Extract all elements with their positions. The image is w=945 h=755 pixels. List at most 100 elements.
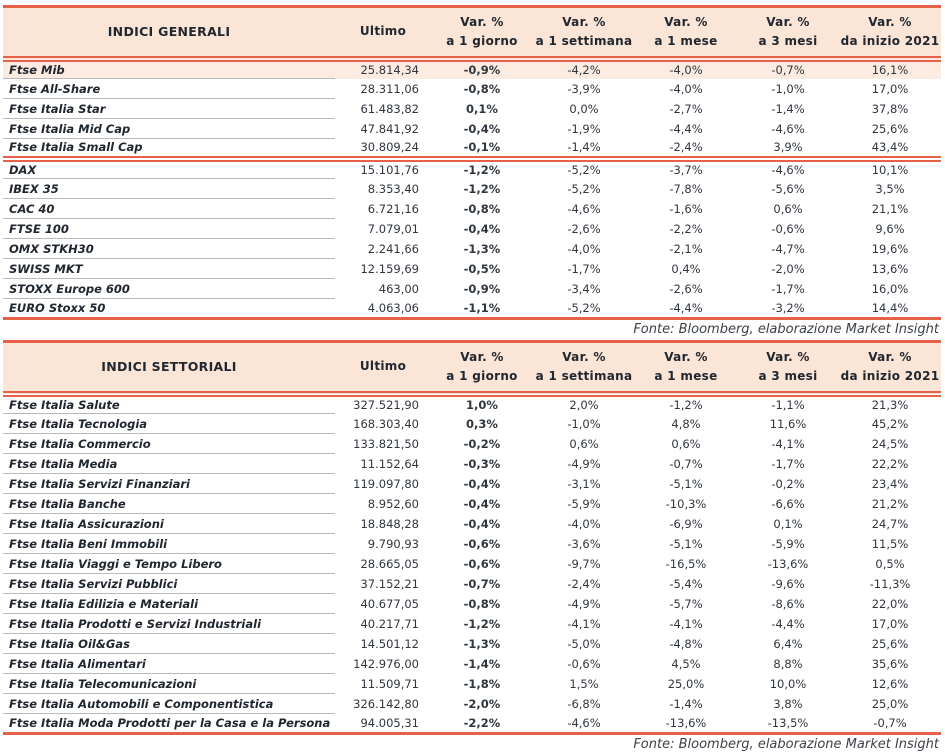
table-row: Ftse Italia Small Cap 30.809,24 -0,1% -1,4%… xyxy=(3,138,941,159)
var-percent: -1,4% xyxy=(463,656,501,671)
var-percent: -0,4% xyxy=(463,221,501,236)
var-percent: -10,3% xyxy=(665,496,707,511)
var-percent: -6,8% xyxy=(567,696,601,711)
table-row: IBEX 35 8.353,40 -1,2% -5,2% -7,8% -5,6% 3,5% xyxy=(3,178,941,199)
table-row: Ftse Italia Commercio 133.821,50 -0,2% 0,6%… xyxy=(3,433,941,454)
general-indices-section: INDICI GENERALI Ultimo Var. % a 1 giorno… xyxy=(3,5,941,340)
var-percent: 21,2% xyxy=(871,496,909,511)
var-percent: -6,6% xyxy=(771,496,805,511)
var-percent: 17,0% xyxy=(871,616,909,631)
var-percent: 9,6% xyxy=(875,221,905,236)
var-percent: -1,8% xyxy=(463,676,501,691)
table-row: Ftse Italia Telecomunicazioni 11.509,71 -1… xyxy=(3,673,941,694)
index-name: Ftse Italia Small Cap xyxy=(3,138,335,159)
table-row: Ftse Italia Mid Cap 47.841,92 -0,4% -1,9% -4… xyxy=(3,118,941,139)
table-row: Ftse Italia Viaggi e Tempo Libero 28.665,… xyxy=(3,553,941,574)
table-row: Ftse Italia Oil&Gas 14.501,12 -1,3% -5,0% -4… xyxy=(3,633,941,654)
var-percent: -2,6% xyxy=(669,281,703,296)
table-row: Ftse Italia Media 11.152,64 -0,3% -4,9% -0,7… xyxy=(3,453,941,474)
var-percent: -1,0% xyxy=(771,81,805,96)
index-name: Ftse Italia Viaggi e Tempo Libero xyxy=(3,553,335,574)
index-name: Ftse Italia Banche xyxy=(3,493,335,514)
var-percent: 0,5% xyxy=(875,556,905,571)
last-value: 61.483,82 xyxy=(360,101,419,116)
last-value: 2.241,66 xyxy=(367,241,419,256)
var-percent: -0,1% xyxy=(463,140,501,154)
column-header-ultimo: Ultimo xyxy=(335,6,431,62)
var-percent: -0,6% xyxy=(771,221,805,236)
last-value: 327.521,90 xyxy=(353,398,419,412)
var-percent: 10,1% xyxy=(839,155,941,179)
var-percent: 12,6% xyxy=(871,676,909,691)
var-percent: 19,6% xyxy=(871,241,909,256)
var-percent: 4,5% xyxy=(671,656,701,671)
var-percent: 0,0% xyxy=(569,101,599,116)
last-value: 30.809,24 xyxy=(360,140,419,154)
table-row: SWISS MKT 12.159,69 -0,5% -1,7% 0,4% -2,0% 13,… xyxy=(3,258,941,279)
var-percent: 1,0% xyxy=(466,398,498,412)
table-row: CAC 40 6.721,16 -0,8% -4,6% -1,6% 0,6% 21,1% xyxy=(3,198,941,219)
table-row: Ftse Italia Salute 327.521,90 1,0% 2,0% -1,2… xyxy=(3,393,941,414)
var-percent: -4,9% xyxy=(567,596,601,611)
index-name: Ftse Italia Edilizia e Materiali xyxy=(3,593,335,614)
var-percent: -5,7% xyxy=(669,596,703,611)
last-value: 28.665,05 xyxy=(360,556,419,571)
var-percent: 0,6% xyxy=(671,436,701,451)
last-value: 119.097,80 xyxy=(353,476,419,491)
var-percent: -2,7% xyxy=(669,101,703,116)
var-percent: 23,4% xyxy=(871,476,909,491)
source-note: Fonte: Bloomberg, elaborazione Market In… xyxy=(633,737,939,752)
var-percent: -4,1% xyxy=(771,436,805,451)
var-percent: 25,6% xyxy=(871,636,909,651)
sector-indices-section: INDICI SETTORIALI Ultimo Var. % a 1 gior… xyxy=(3,340,941,755)
index-name: DAX xyxy=(3,155,335,179)
var-percent: -2,1% xyxy=(669,241,703,256)
last-value: 37.152,21 xyxy=(360,576,419,591)
last-value: 28.311,06 xyxy=(360,81,419,96)
var-percent: 16,0% xyxy=(871,281,909,296)
var-percent: 16,1% xyxy=(839,58,941,79)
table-header: INDICI GENERALI Ultimo Var. % a 1 giorno… xyxy=(3,6,941,62)
var-percent: -3,1% xyxy=(567,476,601,491)
var-percent: -0,6% xyxy=(463,556,501,571)
last-value: 9.790,93 xyxy=(367,536,419,551)
var-percent: 21,3% xyxy=(871,398,909,412)
last-value: 15.101,76 xyxy=(335,155,431,179)
var-percent: 2,0% xyxy=(569,398,599,412)
last-value: 40.217,71 xyxy=(360,616,419,631)
last-value: 14.501,12 xyxy=(360,636,419,651)
var-percent: -0,9% xyxy=(431,58,533,79)
var-percent: -0,7% xyxy=(737,58,839,79)
table-row: Ftse Italia Assicurazioni 18.848,28 -0,4% -… xyxy=(3,513,941,534)
var-percent: 25,0% xyxy=(871,696,909,711)
last-value: 11.509,71 xyxy=(360,676,419,691)
var-percent: -0,3% xyxy=(463,456,501,471)
last-value: 7.079,01 xyxy=(367,221,419,236)
var-percent: -1,7% xyxy=(771,281,805,296)
var-percent: -2,4% xyxy=(567,576,601,591)
index-name: Ftse Italia Servizi Finanziari xyxy=(3,473,335,494)
var-percent: -2,4% xyxy=(669,140,703,154)
var-percent: -11,3% xyxy=(869,576,911,591)
var-percent: 13,6% xyxy=(871,261,909,276)
var-percent: 11,6% xyxy=(769,416,807,431)
last-value: 6.721,16 xyxy=(367,201,419,216)
var-percent: 4,8% xyxy=(671,416,701,431)
var-percent: -13,6% xyxy=(767,556,809,571)
var-percent: -1,9% xyxy=(567,121,601,136)
column-header-var-1-settimana: Var. % a 1 settimana xyxy=(533,341,635,397)
var-percent: -4,0% xyxy=(567,516,601,531)
column-header-var-1-giorno: Var. % a 1 giorno xyxy=(431,341,533,397)
index-name: SWISS MKT xyxy=(3,258,335,279)
var-percent: 0,4% xyxy=(671,261,701,276)
table-body: Ftse Italia Salute 327.521,90 1,0% 2,0% -1,2… xyxy=(3,393,941,734)
column-header-var-1-mese: Var. % a 1 mese xyxy=(635,341,737,397)
last-value: 8.952,60 xyxy=(367,496,419,511)
var-percent: -0,8% xyxy=(463,201,501,216)
var-percent: -13,5% xyxy=(767,715,809,730)
index-name: Ftse Italia Prodotti e Servizi Industria… xyxy=(3,613,335,634)
table-header: INDICI SETTORIALI Ultimo Var. % a 1 gior… xyxy=(3,341,941,397)
var-percent: -1,3% xyxy=(463,241,501,256)
column-header-var-3-mesi: Var. % a 3 mesi xyxy=(737,6,839,62)
index-name: Ftse Italia Star xyxy=(3,98,335,119)
